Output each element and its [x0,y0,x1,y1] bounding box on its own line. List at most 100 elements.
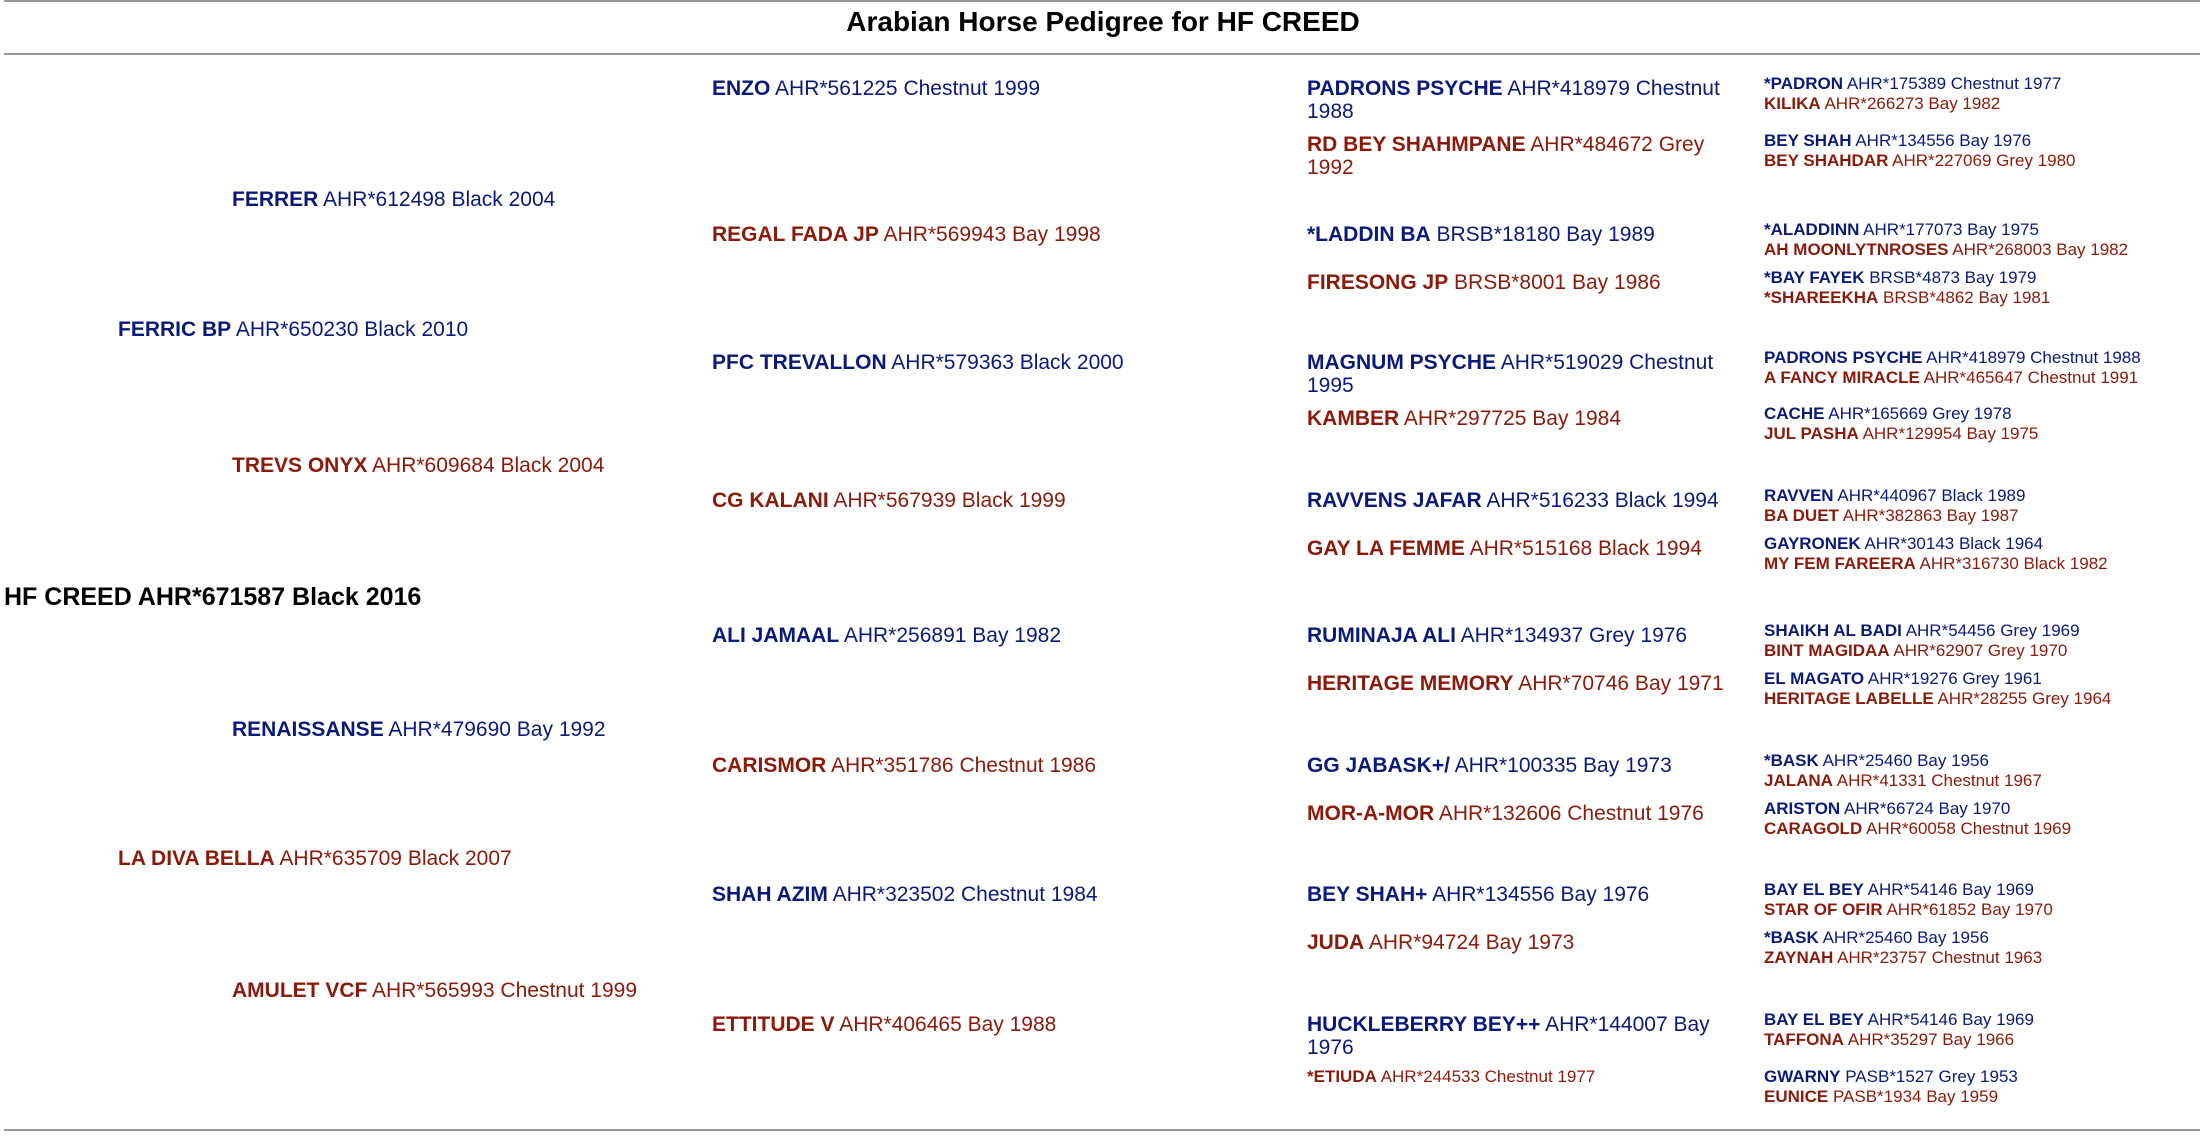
horse-name: EUNICE [1764,1087,1829,1106]
g5-entry: A FANCY MIRACLE AHR*465647 Chestnut 1991 [1764,368,2139,388]
horse-name: CARISMOR [712,754,827,777]
horse-name: HUCKLEBERRY BEY++ [1307,1013,1541,1036]
horse-info: AHR*175389 Chestnut 1977 [1843,74,2062,93]
g3-entry: SHAH AZIM AHR*323502 Chestnut 1984 [712,883,1098,906]
g4-entry: *ETIUDA AHR*244533 Chestnut 1977 [1307,1067,1595,1087]
horse-name: TREVS ONYX [232,454,368,477]
horse-name: LA DIVA BELLA [118,847,275,870]
horse-info: AHR*561225 Chestnut 1999 [770,77,1041,100]
horse-info: AHR*94724 Bay 1973 [1364,931,1575,954]
horse-name: PFC TREVALLON [712,351,887,374]
horse-info: AHR*165669 Grey 1978 [1824,404,2012,423]
horse-info: AHR*316730 Black 1982 [1915,554,2108,573]
horse-info: AHR*134937 Grey 1976 [1455,624,1688,647]
dam-sire-entry: RENAISSANSE AHR*479690 Bay 1992 [232,718,606,741]
horse-info: AHR*406465 Bay 1988 [834,1013,1057,1036]
horse-info: AHR*70746 Bay 1971 [1513,672,1724,695]
horse-info: AHR*23757 Chestnut 1963 [1833,948,2043,967]
horse-name: GAY LA FEMME [1307,537,1465,560]
horse-info: AHR*519029 Chestnut 1995 [1307,351,1714,398]
dam-entry: LA DIVA BELLA AHR*635709 Black 2007 [118,847,512,870]
horse-name: TAFFONA [1764,1030,1844,1049]
g5-entry: BEY SHAHDAR AHR*227069 Grey 1980 [1764,151,2076,171]
horse-name: *LADDIN BA [1307,223,1431,246]
g3-entry: PFC TREVALLON AHR*579363 Black 2000 [712,351,1124,374]
horse-name: SHAH AZIM [712,883,828,906]
g5-entry: BAY EL BEY AHR*54146 Bay 1969 [1764,1010,2034,1030]
subject-horse: HF CREED AHR*671587 Black 2016 [4,583,422,611]
g5-entry: TAFFONA AHR*35297 Bay 1966 [1764,1030,2015,1050]
horse-info: AHR*323502 Chestnut 1984 [827,883,1098,906]
horse-info: AHR*382863 Bay 1987 [1838,506,2019,525]
horse-name: KAMBER [1307,407,1400,430]
g4-entry: RUMINAJA ALI AHR*134937 Grey 1976 [1307,624,1747,647]
horse-info: BRSB*8001 Bay 1986 [1448,271,1661,294]
horse-name: KILIKA [1764,94,1821,113]
horse-name: RAVVENS JAFAR [1307,489,1482,512]
horse-name: *ALADDINN [1764,220,1860,239]
horse-name: RENAISSANSE [232,718,384,741]
horse-name: ZAYNAH [1764,948,1834,967]
horse-info: AHR*41331 Chestnut 1967 [1832,771,2042,790]
g5-entry: JUL PASHA AHR*129954 Bay 1975 [1764,424,2038,444]
horse-name: BAY EL BEY [1764,1010,1864,1029]
g5-entry: PADRONS PSYCHE AHR*418979 Chestnut 1988 [1764,348,2141,368]
horse-info: AHR*567939 Black 1999 [828,489,1066,512]
horse-info: AHR*569943 Bay 1998 [878,223,1101,246]
horse-name: BEY SHAHDAR [1764,151,1889,170]
horse-info: AHR*19276 Grey 1961 [1864,669,2042,688]
horse-name: ARISTON [1764,799,1841,818]
g3-entry: CG KALANI AHR*567939 Black 1999 [712,489,1066,512]
horse-name: BEY SHAH [1764,131,1852,150]
horse-info: AHR*465647 Chestnut 1991 [1919,368,2139,387]
horse-name: FERRIC BP [118,318,232,341]
g5-entry: EL MAGATO AHR*19276 Grey 1961 [1764,669,2042,689]
horse-info: BRSB*4862 Bay 1981 [1878,288,2051,307]
g5-entry: *BASK AHR*25460 Bay 1956 [1764,928,1989,948]
horse-name: *SHAREEKHA [1764,288,1879,307]
horse-name: *ETIUDA [1307,1067,1377,1086]
horse-name: *BASK [1764,928,1819,947]
g3-entry: ETTITUDE V AHR*406465 Bay 1988 [712,1013,1056,1036]
horse-name: BAY EL BEY [1764,880,1864,899]
horse-info: AHR*54146 Bay 1969 [1863,880,2034,899]
horse-name: GAYRONEK [1764,534,1861,553]
horse-name: STAR OF OFIR [1764,900,1883,919]
g5-entry: HERITAGE LABELLE AHR*28255 Grey 1964 [1764,689,2111,709]
horse-info: AHR*61852 Bay 1970 [1882,900,2053,919]
horse-info: AHR*266273 Bay 1982 [1820,94,2001,113]
horse-info: AHR*440967 Black 1989 [1833,486,2026,505]
horse-info: AHR*54456 Grey 1969 [1901,621,2080,640]
g5-entry: *ALADDINN AHR*177073 Bay 1975 [1764,220,2039,240]
horse-name: FIRESONG JP [1307,271,1449,294]
horse-name: JALANA [1764,771,1833,790]
horse-name: AMULET VCF [232,979,368,1002]
horse-name: MAGNUM PSYCHE [1307,351,1497,374]
horse-info: AHR*609684 Black 2004 [367,454,605,477]
horse-name: CACHE [1764,404,1825,423]
horse-name: CARAGOLD [1764,819,1863,838]
g5-entry: BAY EL BEY AHR*54146 Bay 1969 [1764,880,2034,900]
horse-info: AHR*60058 Chestnut 1969 [1862,819,2072,838]
g5-entry: GWARNY PASB*1527 Grey 1953 [1764,1067,2018,1087]
top-rule [4,0,2200,2]
g4-entry: MAGNUM PSYCHE AHR*519029 Chestnut 1995 [1307,351,1747,397]
horse-name: RD BEY SHAHMPANE [1307,133,1526,156]
g5-entry: CARAGOLD AHR*60058 Chestnut 1969 [1764,819,2072,839]
horse-info: AHR*479690 Bay 1992 [383,718,606,741]
horse-name: ENZO [712,77,771,100]
g5-entry: STAR OF OFIR AHR*61852 Bay 1970 [1764,900,2053,920]
horse-name: *BASK [1764,751,1819,770]
horse-name: PADRONS PSYCHE [1764,348,1923,367]
g5-entry: SHAIKH AL BADI AHR*54456 Grey 1969 [1764,621,2080,641]
horse-info: AHR*35297 Bay 1966 [1843,1030,2015,1049]
g3-entry: CARISMOR AHR*351786 Chestnut 1986 [712,754,1096,777]
g5-entry: *BAY FAYEK BRSB*4873 Bay 1979 [1764,268,2037,288]
horse-name: GG JABASK+/ [1307,754,1450,777]
g4-entry: *LADDIN BA BRSB*18180 Bay 1989 [1307,223,1747,246]
horse-info: AHR*418979 Chestnut 1988 [1307,77,1720,124]
horse-name: BINT MAGIDAA [1764,641,1890,660]
horse-name: EL MAGATO [1764,669,1865,688]
horse-info: BRSB*18180 Bay 1989 [1430,223,1655,246]
g4-entry: HUCKLEBERRY BEY++ AHR*144007 Bay 1976 [1307,1013,1747,1059]
